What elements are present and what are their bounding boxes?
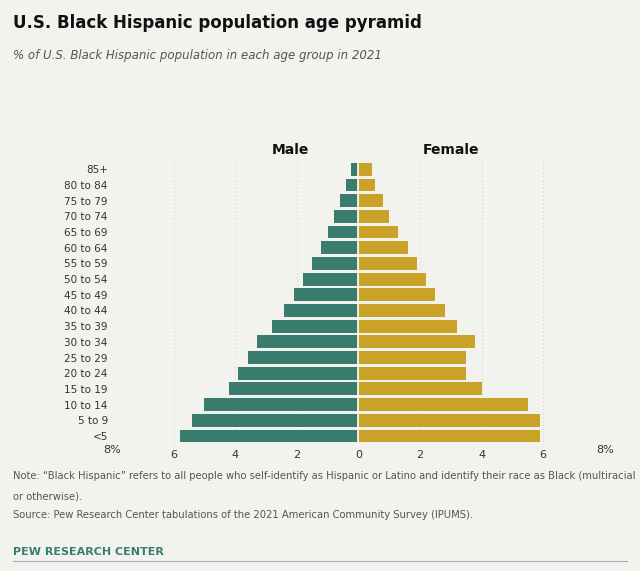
Bar [358, 367, 466, 380]
Text: Male: Male [272, 143, 309, 157]
Bar [303, 273, 358, 286]
Text: 8%: 8% [103, 445, 121, 456]
Bar [358, 226, 399, 239]
Bar [358, 414, 540, 427]
Text: PEW RESEARCH CENTER: PEW RESEARCH CENTER [13, 546, 164, 557]
Bar [294, 288, 358, 301]
Bar [358, 335, 476, 348]
Bar [358, 210, 389, 223]
Bar [358, 257, 417, 270]
Text: Female: Female [422, 143, 479, 157]
Bar [358, 304, 445, 317]
Bar [285, 304, 358, 317]
Bar [248, 351, 358, 364]
Bar [358, 194, 383, 207]
Bar [358, 179, 375, 191]
Bar [334, 210, 358, 223]
Bar [321, 242, 358, 254]
Bar [351, 163, 358, 176]
Bar [229, 383, 358, 395]
Text: U.S. Black Hispanic population age pyramid: U.S. Black Hispanic population age pyram… [13, 14, 422, 33]
Bar [180, 429, 358, 443]
Bar [358, 383, 482, 395]
Text: Note: “Black Hispanic” refers to all people who self-identify as Hispanic or Lat: Note: “Black Hispanic” refers to all peo… [13, 471, 636, 481]
Text: or otherwise).: or otherwise). [13, 491, 82, 501]
Text: % of U.S. Black Hispanic population in each age group in 2021: % of U.S. Black Hispanic population in e… [13, 49, 381, 62]
Bar [358, 351, 466, 364]
Text: Source: Pew Research Center tabulations of the 2021 American Community Survey (I: Source: Pew Research Center tabulations … [13, 510, 473, 520]
Bar [358, 429, 540, 443]
Bar [346, 179, 358, 191]
Bar [358, 398, 528, 411]
Bar [238, 367, 358, 380]
Bar [358, 320, 457, 332]
Bar [192, 414, 358, 427]
Text: 8%: 8% [596, 445, 614, 456]
Bar [328, 226, 358, 239]
Bar [358, 288, 435, 301]
Bar [257, 335, 358, 348]
Bar [312, 257, 358, 270]
Bar [358, 163, 372, 176]
Bar [340, 194, 358, 207]
Bar [272, 320, 358, 332]
Bar [358, 242, 408, 254]
Bar [204, 398, 358, 411]
Bar [358, 273, 426, 286]
